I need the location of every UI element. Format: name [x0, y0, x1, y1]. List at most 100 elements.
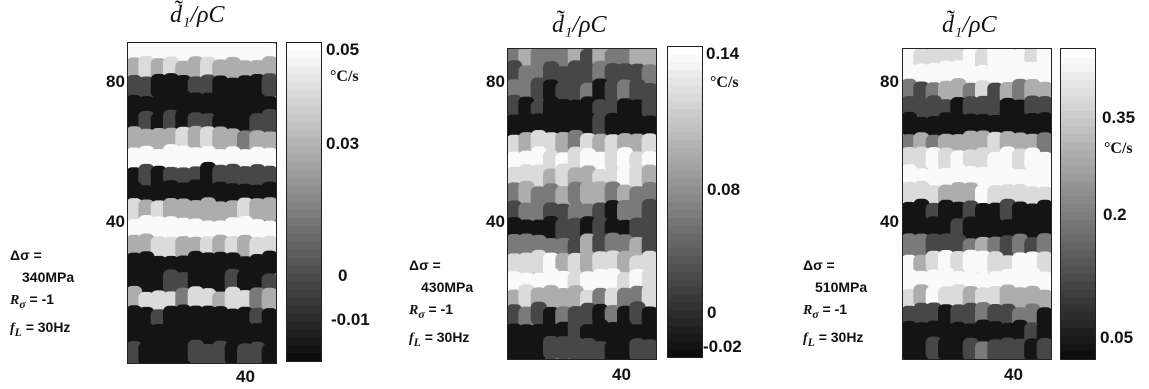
contour-cell — [249, 43, 266, 62]
contour-cell — [237, 197, 254, 222]
contour-cell — [987, 185, 1004, 209]
colorbar-step — [287, 313, 321, 323]
contour-cell — [187, 339, 204, 363]
contour-cell — [950, 182, 967, 206]
contour-cell — [925, 185, 942, 209]
contour-cell — [518, 338, 535, 359]
contour-cell — [913, 98, 930, 122]
colorbar-tick: 0.2 — [1103, 205, 1127, 224]
contour-cell — [1036, 251, 1051, 275]
colorbar-step — [287, 225, 321, 235]
contour-cell — [950, 163, 967, 187]
contour-cell — [938, 337, 955, 359]
contour-cell — [987, 321, 1004, 345]
contour-cell — [200, 126, 217, 151]
contour-cell — [950, 251, 967, 275]
contour-cell — [950, 113, 967, 137]
colorbar-step — [1061, 126, 1095, 136]
contour-cell — [975, 184, 992, 208]
y-tick-80: 80 — [106, 72, 125, 91]
contour-cell — [567, 337, 584, 359]
contour-cell — [987, 63, 1004, 87]
colorbar-step — [668, 124, 702, 134]
contour-cell — [543, 335, 560, 359]
colorbar-step — [1061, 142, 1095, 151]
colorbar-step — [668, 78, 702, 87]
x-tick-40: 40 — [1004, 365, 1023, 384]
contour-cell — [580, 251, 597, 275]
contour-cell — [580, 216, 597, 240]
contour-cell — [604, 322, 621, 346]
contour-cell — [200, 74, 217, 99]
contour-cell — [237, 216, 254, 240]
contour-cell — [567, 217, 584, 241]
contour-cell — [987, 339, 1004, 359]
contour-cell — [237, 43, 254, 64]
colorbar-step — [1061, 180, 1095, 190]
contour-cell — [555, 163, 572, 187]
contour-cell — [604, 287, 621, 311]
colorbar-tick: 0.03 — [326, 134, 360, 153]
colorbar-tick: 0.14 — [706, 44, 740, 63]
contour-cell — [212, 43, 229, 63]
colorbar-step — [287, 186, 321, 196]
contour-cell — [617, 98, 634, 122]
colorbar-step — [1061, 211, 1095, 221]
r-ratio: Rσ = -1 — [10, 291, 55, 311]
colorbar-step — [287, 337, 321, 347]
contour-cell — [530, 202, 547, 226]
contour-cell — [975, 147, 992, 171]
contour-cell — [175, 236, 192, 260]
colorbar-step — [668, 54, 702, 64]
contour-cell — [249, 287, 266, 312]
contour-cell — [925, 302, 942, 326]
contour-cell — [555, 270, 572, 295]
colorbar-step — [668, 101, 702, 110]
colorbar-step — [287, 233, 321, 243]
contour-cell — [1012, 338, 1029, 359]
contour-cell — [913, 233, 930, 257]
contour-cell — [1024, 186, 1041, 210]
contour-cell — [187, 147, 204, 172]
contour-cell — [962, 96, 979, 120]
contour-cell — [224, 77, 241, 102]
colorbar-step — [668, 202, 702, 211]
contour-cell — [1024, 147, 1041, 171]
contour-cell — [987, 286, 1004, 310]
colorbar-step — [1061, 242, 1095, 252]
contour-cell — [580, 181, 597, 205]
contour-cell — [641, 284, 656, 308]
contour-cell — [1024, 95, 1041, 119]
x-tick-40: 40 — [612, 365, 631, 384]
contour-cell — [518, 49, 535, 70]
colorbar-step — [668, 147, 702, 157]
contour-cell — [617, 79, 634, 103]
contour-cell — [629, 115, 646, 139]
contour-cell — [629, 164, 646, 188]
colorbar-step — [668, 271, 702, 281]
contour-cell — [518, 233, 535, 257]
colorbar-step — [287, 305, 321, 315]
contour-cell — [187, 286, 204, 311]
contour-cell — [1012, 319, 1029, 343]
contour-cell — [1024, 215, 1041, 239]
contour-cell — [555, 252, 572, 277]
contour-cell — [580, 302, 597, 326]
contour-cell — [224, 286, 241, 311]
contour-cell — [1012, 78, 1029, 103]
contour-cell — [975, 250, 992, 274]
contour-cell — [999, 337, 1016, 359]
contour-cell — [604, 268, 621, 292]
contour-cell — [175, 90, 192, 115]
colorbar-step — [287, 273, 321, 283]
contour-cell — [518, 132, 535, 156]
colorbar-step — [1061, 149, 1095, 159]
colorbar-step — [287, 82, 321, 92]
y-tick-80: 80 — [880, 72, 899, 91]
contour-cell — [212, 75, 229, 100]
panel-title: d̃₁/ρC — [942, 12, 997, 38]
contour-cell — [237, 269, 254, 294]
contour-cell — [999, 303, 1016, 327]
contour-cell — [617, 250, 634, 275]
colorbar-step — [287, 241, 321, 251]
